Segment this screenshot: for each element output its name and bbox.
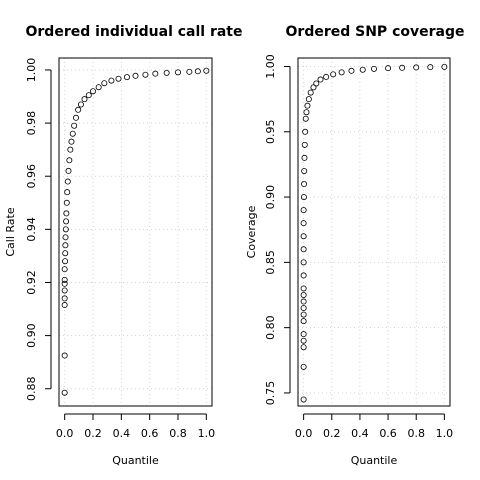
data-point [109,78,114,83]
x-tick-label: 0.4 [351,427,369,440]
x-tick-label: 1.0 [198,427,216,440]
data-point [304,110,309,115]
y-tick-label: 0.96 [25,164,38,189]
data-point [66,168,71,173]
data-point [195,69,200,74]
data-point [133,73,138,78]
data-point [116,76,121,81]
data-point [400,65,405,70]
x-tick-label: 0.4 [113,427,131,440]
data-point [62,353,67,358]
data-point [62,277,67,282]
y-tick-label: 0.98 [25,111,38,136]
data-point [360,67,365,72]
y-tick-label: 0.90 [264,185,277,210]
data-point [96,85,101,90]
data-point [301,345,306,350]
x-tick-label: 0.6 [141,427,159,440]
data-point [301,299,306,304]
x-tick-label: 0.2 [84,427,102,440]
chart-title: Ordered individual call rate [26,24,243,40]
data-point [371,66,376,71]
data-point [302,155,307,160]
data-point [86,93,91,98]
data-point [68,147,73,152]
data-point [70,131,75,136]
data-point [301,221,306,226]
data-point [306,97,311,102]
data-point [301,397,306,402]
data-point [164,70,169,75]
x-tick-label: 1.0 [436,427,454,440]
data-point [124,75,129,80]
y-tick-label: 0.95 [264,120,277,145]
y-axis-label: Coverage [245,205,258,258]
x-tick-label: 0.0 [295,427,313,440]
snp-coverage-panel: 0.0 0.2 0.4 0.6 0.8 1.0 0.75 0.80 0.85 0.90 0.95 1.… [245,24,464,467]
y-tick-label: 0.75 [264,381,277,406]
data-point [78,102,83,107]
y-axis-label: Call Rate [4,207,17,256]
data-point [428,65,433,70]
data-point [414,65,419,70]
data-point [63,243,68,248]
data-point [153,71,158,76]
data-point [69,139,74,144]
data-point [349,68,354,73]
data-point [90,89,95,94]
plot-frame [59,58,212,406]
data-point [76,107,81,112]
data-point [187,69,192,74]
data-point [63,251,68,256]
data-point [65,179,70,184]
y-tick-label: 0.80 [264,315,277,340]
y-tick-label: 0.94 [25,217,38,242]
data-point [72,123,77,128]
data-point [64,211,69,216]
data-point [324,74,329,79]
y-tick-label: 1.00 [25,58,38,83]
x-tick-label: 0.0 [56,427,74,440]
chart-title: Ordered SNP coverage [286,24,465,40]
data-point [308,90,313,95]
x-axis-label: Quantile [112,454,159,467]
data-point [305,103,310,108]
data-point [63,219,68,224]
data-point [63,235,68,240]
data-point [65,190,70,195]
data-point [314,81,319,86]
y-tick-label: 1.00 [264,54,277,79]
data-point [302,168,307,173]
plot-frame [298,58,450,406]
data-point [301,247,306,252]
x-tick-label: 0.8 [407,427,425,440]
data-point [82,97,87,102]
data-point [62,259,67,264]
data-point [339,70,344,75]
data-point [73,115,78,120]
x-tick-label: 0.2 [323,427,341,440]
data-point [102,81,107,86]
data-point [318,77,323,82]
data-point [301,273,306,278]
call-rate-panel: 0.0 0.2 0.4 0.6 0.8 1.0 0.88 0.90 0.92 0.94 0.96 0.… [4,24,243,467]
y-tick-label: 0.92 [25,270,38,295]
x-tick-label: 0.6 [379,427,397,440]
y-tick-label: 0.90 [25,323,38,348]
data-point [301,292,306,297]
x-axis-label: Quantile [351,454,398,467]
data-point [143,72,148,77]
x-tick-label: 0.8 [169,427,187,440]
data-point [302,142,307,147]
y-tick-label: 0.88 [25,376,38,401]
y-tick-label: 0.85 [264,250,277,275]
data-point [62,267,67,272]
data-point [67,158,72,163]
